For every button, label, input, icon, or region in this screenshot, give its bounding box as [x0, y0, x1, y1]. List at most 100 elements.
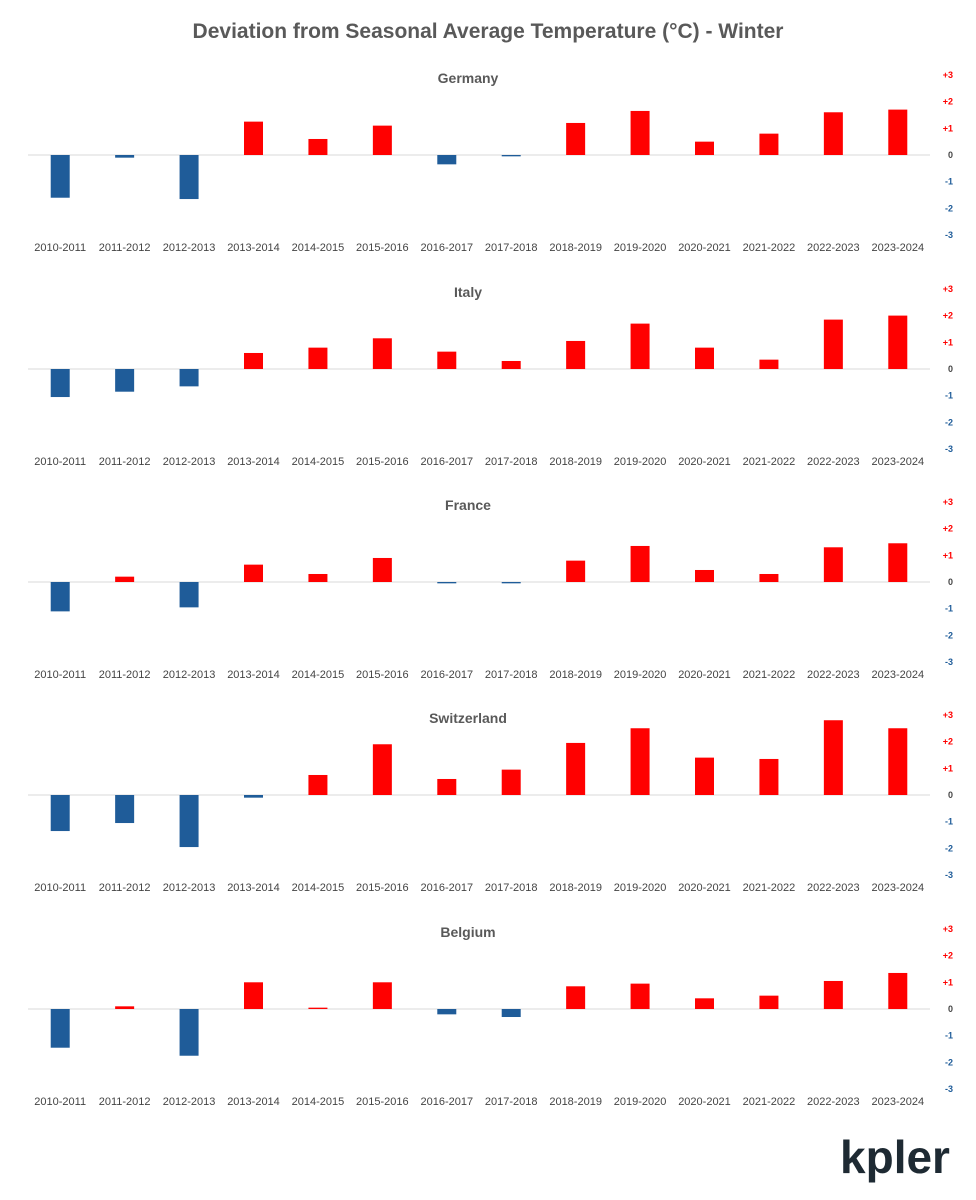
x-tick-label: 2019-2020: [614, 669, 667, 681]
x-tick-label: 2011-2012: [99, 242, 151, 254]
y-tick-label: +2: [943, 97, 953, 107]
x-tick-label: 2020-2021: [678, 669, 731, 681]
bar-2013-2014: [244, 564, 263, 582]
x-tick-label: 2011-2012: [99, 669, 151, 681]
x-tick-label: 2019-2020: [614, 882, 667, 894]
y-tick-label: -2: [945, 630, 953, 640]
bar-2020-2021: [695, 141, 714, 155]
x-tick-label: 2015-2016: [356, 882, 409, 894]
y-tick-label: -1: [945, 1031, 953, 1041]
y-tick-label: +3: [943, 710, 953, 720]
bar-2021-2022: [759, 359, 779, 369]
x-tick-label: 2011-2012: [99, 1096, 151, 1108]
kpler-logo: kpler: [840, 1131, 950, 1183]
x-tick-label: 2022-2023: [807, 1096, 860, 1108]
bar-2019-2020: [630, 323, 650, 369]
x-tick-label: 2014-2015: [292, 1096, 345, 1108]
bar-2012-2013: [179, 155, 199, 200]
y-tick-label: 0: [948, 150, 953, 160]
bar-2011-2012: [115, 795, 135, 824]
y-tick-label: +2: [943, 524, 953, 534]
chart-title: Switzerland: [429, 710, 507, 726]
x-tick-label: 2021-2022: [743, 242, 796, 254]
bar-2017-2018: [501, 1009, 521, 1018]
bar-2018-2019: [566, 986, 586, 1009]
y-tick-label: +1: [943, 763, 953, 773]
x-tick-label: 2016-2017: [420, 1096, 473, 1108]
y-tick-label: -3: [945, 444, 953, 454]
bar-2023-2024: [888, 315, 908, 369]
x-tick-label: 2015-2016: [356, 669, 409, 681]
x-tick-label: 2017-2018: [485, 1096, 538, 1108]
bar-2011-2012: [115, 369, 135, 392]
x-tick-label: 2014-2015: [292, 456, 345, 468]
page-title: Deviation from Seasonal Average Temperat…: [192, 20, 784, 43]
bar-2023-2024: [888, 109, 908, 155]
x-tick-label: 2012-2013: [163, 1096, 216, 1108]
x-tick-label: 2020-2021: [678, 456, 731, 468]
chart-title: Belgium: [440, 924, 495, 940]
bar-2022-2023: [823, 720, 843, 795]
bar-2015-2016: [372, 744, 392, 795]
bar-2022-2023: [823, 319, 843, 370]
chart-germany: Germany 2010-2011 2011-2012 2012-2013 2013-2…: [28, 70, 953, 254]
y-tick-label: +3: [943, 497, 953, 507]
bar-2011-2012: [115, 155, 135, 158]
bar-2023-2024: [888, 728, 908, 795]
bar-2015-2016: [372, 338, 392, 369]
bar-2015-2016: [372, 125, 392, 155]
x-tick-label: 2015-2016: [356, 1096, 409, 1108]
x-tick-label: 2018-2019: [549, 882, 602, 894]
x-tick-label: 2019-2020: [614, 242, 667, 254]
bar-2015-2016: [372, 982, 392, 1009]
x-tick-label: 2023-2024: [871, 669, 924, 681]
x-tick-label: 2010-2011: [34, 242, 86, 254]
y-tick-label: -1: [945, 604, 953, 614]
bar-2011-2012: [115, 1006, 135, 1009]
x-tick-label: 2018-2019: [549, 669, 602, 681]
bar-2022-2023: [823, 547, 843, 582]
bar-2012-2013: [179, 582, 199, 608]
bar-2017-2018: [501, 360, 521, 369]
bar-2021-2022: [759, 995, 779, 1009]
bar-2010-2011: [50, 795, 70, 832]
x-tick-label: 2012-2013: [163, 669, 216, 681]
x-tick-label: 2021-2022: [743, 456, 796, 468]
bar-2011-2012: [115, 576, 135, 582]
bar-2020-2021: [695, 569, 714, 583]
chart-title: Italy: [454, 284, 482, 300]
y-tick-label: -2: [945, 843, 953, 853]
x-tick-label: 2013-2014: [227, 882, 280, 894]
x-tick-label: 2014-2015: [292, 882, 345, 894]
y-tick-label: +1: [943, 977, 953, 987]
bar-2013-2014: [244, 352, 263, 369]
x-tick-label: 2021-2022: [743, 882, 796, 894]
bar-2016-2017: [437, 1009, 457, 1015]
bar-2016-2017: [437, 582, 457, 584]
chart-france: France 2010-2011 2011-2012 2012-2013 2013-20…: [28, 497, 953, 681]
bar-2012-2013: [179, 369, 199, 387]
bar-2021-2022: [759, 758, 779, 796]
bar-2014-2015: [308, 347, 328, 369]
bar-2019-2020: [630, 110, 650, 155]
x-tick-label: 2019-2020: [614, 456, 667, 468]
bar-2015-2016: [372, 557, 392, 582]
bar-2017-2018: [501, 769, 521, 795]
bar-2021-2022: [759, 573, 779, 582]
y-tick-label: 0: [948, 364, 953, 374]
x-tick-label: 2017-2018: [485, 242, 538, 254]
y-tick-label: 0: [948, 1004, 953, 1014]
bar-2016-2017: [437, 155, 457, 165]
bar-2018-2019: [566, 742, 586, 795]
x-tick-label: 2011-2012: [99, 456, 151, 468]
bar-2018-2019: [566, 560, 586, 582]
bar-2023-2024: [888, 543, 908, 582]
bar-2019-2020: [630, 983, 650, 1009]
y-tick-label: +1: [943, 123, 953, 133]
bar-2019-2020: [630, 728, 650, 795]
bar-2020-2021: [695, 757, 714, 795]
x-tick-label: 2020-2021: [678, 1096, 731, 1108]
x-tick-label: 2022-2023: [807, 882, 860, 894]
y-tick-label: -1: [945, 817, 953, 827]
